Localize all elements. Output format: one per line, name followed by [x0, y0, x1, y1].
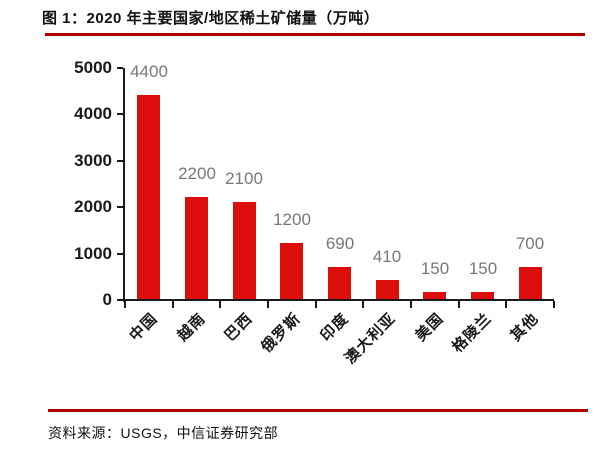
figure-title: 图 1：2020 年主要国家/地区稀土矿储量（万吨） — [42, 10, 380, 27]
x-axis-tick — [171, 301, 174, 308]
bar — [280, 243, 303, 299]
bar-value-label: 150 — [420, 259, 450, 278]
x-axis-line — [117, 299, 554, 301]
bar — [328, 267, 351, 299]
category-label: 格陵兰 — [449, 310, 496, 356]
footer-rule — [48, 409, 588, 412]
x-axis-tick — [219, 301, 222, 308]
x-axis-tick — [314, 301, 317, 308]
bar — [423, 292, 446, 299]
y-axis-label: 2000 — [74, 197, 112, 217]
category-label: 其他 — [507, 310, 543, 345]
x-axis-tick — [457, 301, 460, 308]
y-axis-tick — [117, 299, 123, 301]
bar — [376, 280, 399, 299]
x-axis-tick — [124, 301, 126, 308]
bar-value-label: 150 — [468, 259, 498, 278]
category-label: 美国 — [412, 310, 448, 345]
x-axis-tick — [362, 301, 365, 308]
y-axis-tick — [117, 206, 123, 209]
x-axis-tick — [410, 301, 412, 308]
category-label: 澳大利亚 — [341, 310, 400, 368]
bar — [137, 95, 160, 299]
y-axis-tick — [117, 159, 123, 162]
y-axis-label: 0 — [102, 290, 112, 309]
category-label: 俄罗斯 — [258, 310, 305, 356]
bar — [519, 267, 542, 299]
y-axis-tick — [117, 67, 123, 69]
x-axis-tick — [553, 301, 555, 308]
bar — [471, 292, 494, 299]
bar-value-label: 410 — [372, 247, 402, 266]
category-label: 印度 — [317, 310, 353, 345]
y-axis-tick — [117, 252, 123, 255]
y-axis-tick — [117, 113, 123, 116]
bar — [233, 202, 256, 299]
bar-value-label: 690 — [325, 234, 355, 253]
category-label: 巴西 — [221, 310, 257, 345]
source-note: 资料来源：USGS，中信证券研究部 — [48, 425, 279, 441]
category-label: 越南 — [174, 310, 210, 345]
category-label: 中国 — [126, 310, 162, 345]
y-axis-line — [123, 68, 125, 302]
title-underline-rule — [45, 33, 585, 36]
bar — [185, 197, 208, 299]
y-axis-label: 1000 — [74, 243, 112, 263]
y-axis-label: 5000 — [74, 58, 112, 77]
y-axis-label: 4000 — [74, 104, 112, 124]
bar-chart-area: 0 1000 2000 3000 4000 5000 4400 中国 2200 越南 2100 巴西 1… — [74, 58, 555, 368]
y-axis-label: 3000 — [74, 150, 112, 170]
bar-value-label: 1200 — [273, 210, 311, 229]
bar-value-label: 2200 — [178, 164, 216, 183]
bar-value-label: 700 — [515, 234, 545, 253]
bar-value-label: 2100 — [225, 169, 263, 188]
x-axis-tick — [267, 301, 269, 308]
bar-value-label: 4400 — [130, 62, 168, 81]
x-axis-tick — [505, 301, 508, 308]
